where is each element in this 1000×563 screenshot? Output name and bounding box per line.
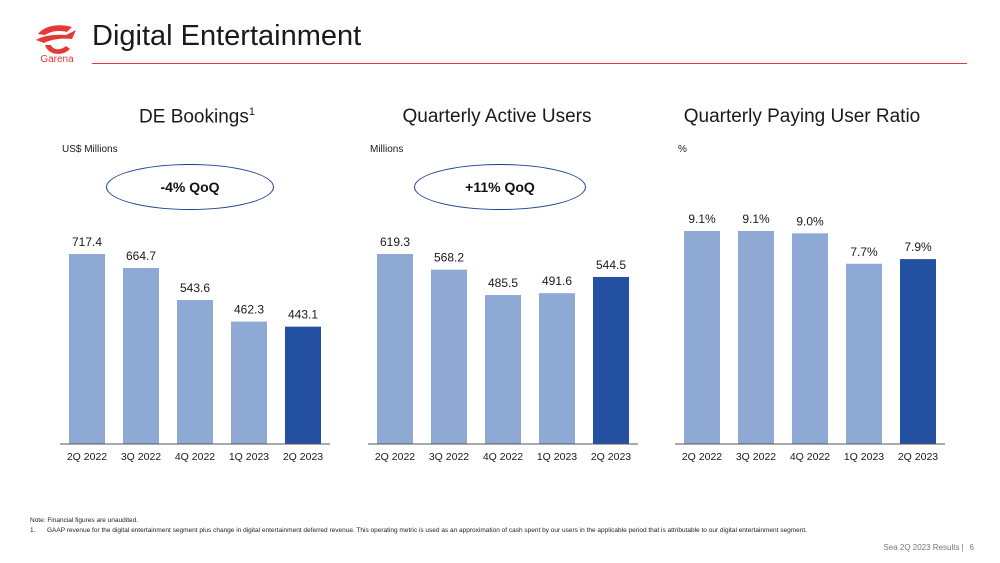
bar: [846, 263, 882, 444]
bar: [377, 254, 413, 444]
data-label: 544.5: [596, 258, 626, 272]
data-label: 664.7: [126, 249, 156, 263]
data-label: 443.1: [288, 308, 318, 322]
category-tick-label: 1Q 2023: [537, 451, 577, 463]
data-label: 9.1%: [688, 212, 716, 226]
footnote-note: Note: Financial figures are unaudited.: [30, 517, 139, 524]
category-tick-label: 1Q 2023: [844, 451, 884, 463]
bar: [231, 321, 267, 444]
qoq-callout: +11% QoQ: [414, 164, 586, 210]
bar: [431, 269, 467, 444]
category-tick-label: 3Q 2022: [121, 451, 161, 463]
bar: [738, 231, 774, 444]
chart-title-text: DE Bookings: [139, 106, 249, 128]
page-number: 6: [969, 543, 974, 552]
page-footer: Sea 2Q 2023 Results | 6: [883, 543, 974, 552]
category-tick-label: 4Q 2022: [175, 451, 215, 463]
footnote-ref: 1: [248, 106, 255, 118]
garena-logo-icon: [36, 25, 76, 54]
bar: [539, 293, 575, 444]
category-tick-label: 2Q 2022: [682, 451, 722, 463]
data-label: 9.1%: [742, 212, 770, 226]
footnote-text: GAAP revenue for the digital entertainme…: [47, 527, 807, 534]
data-label: 9.0%: [796, 214, 824, 228]
category-tick-label: 1Q 2023: [229, 451, 269, 463]
bar: [177, 300, 213, 444]
title-divider: [92, 63, 967, 64]
logo-text: Garena: [40, 54, 74, 65]
category-tick-label: 4Q 2022: [483, 451, 523, 463]
category-tick-label: 3Q 2022: [429, 451, 469, 463]
bar: [285, 326, 321, 444]
qoq-callout: -4% QoQ: [106, 164, 274, 210]
footer-source: Sea 2Q 2023 Results: [883, 543, 960, 552]
category-tick-label: 3Q 2022: [736, 451, 776, 463]
bar: [123, 267, 159, 444]
chart-title-paying-ratio: Quarterly Paying User Ratio: [672, 106, 932, 128]
chart-title-active-users: Quarterly Active Users: [382, 106, 612, 128]
bar: [485, 295, 521, 444]
category-tick-label: 2Q 2023: [283, 451, 323, 463]
bar-chart-de-bookings: 717.4 2Q 2022 664.7 3Q 2022 543.6 4Q 2022 462.…: [60, 235, 330, 463]
chart-unit-label: %: [678, 144, 687, 155]
bar: [69, 254, 105, 444]
bar: [684, 231, 720, 444]
page-title: Digital Entertainment: [92, 20, 362, 52]
data-label: 7.7%: [850, 245, 878, 259]
bar-chart-active-users: 619.3 2Q 2022 568.2 3Q 2022 485.5 4Q 2022 491.…: [368, 235, 638, 463]
category-tick-label: 2Q 2022: [67, 451, 107, 463]
data-label: 462.3: [234, 303, 264, 317]
chart-title-text: Quarterly Paying User Ratio: [683, 106, 921, 127]
category-tick-label: 2Q 2023: [591, 451, 631, 463]
bar: [792, 233, 828, 444]
chart-unit-label: Millions: [370, 144, 404, 155]
data-label: 485.5: [488, 276, 518, 290]
bar: [593, 276, 629, 444]
category-tick-label: 2Q 2022: [375, 451, 415, 463]
chart-title-text: Quarterly Active Users: [402, 106, 592, 127]
data-label: 543.6: [180, 281, 210, 295]
data-label: 491.6: [542, 274, 572, 288]
footer-separator: |: [961, 543, 964, 552]
footnote-1: 1. GAAP revenue for the digital entertai…: [30, 526, 820, 535]
bar-chart-paying-ratio: 9.1% 2Q 2022 9.1% 3Q 2022 9.0% 4Q 2022 7.7% 1Q …: [675, 212, 945, 463]
chart-unit-label: US$ Millions: [62, 144, 118, 155]
data-label: 619.3: [380, 235, 410, 249]
footnote-number: 1.: [30, 527, 36, 534]
data-label: 568.2: [434, 251, 464, 265]
category-tick-label: 4Q 2022: [790, 451, 830, 463]
bar: [900, 259, 936, 444]
data-label: 717.4: [72, 235, 102, 249]
category-tick-label: 2Q 2023: [898, 451, 938, 463]
chart-title-de-bookings: DE Bookings1: [92, 106, 302, 128]
data-label: 7.9%: [904, 240, 932, 254]
